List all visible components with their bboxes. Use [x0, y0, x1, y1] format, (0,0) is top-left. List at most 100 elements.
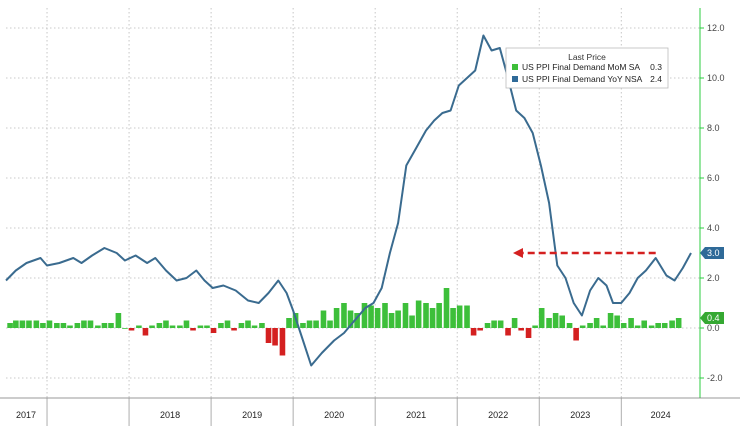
- mom-bar-67: [464, 305, 470, 328]
- mom-bar-60: [415, 300, 422, 328]
- mom-bar-49: [341, 303, 347, 328]
- x-tick-label-1: 2018: [160, 410, 180, 420]
- mom-bar-84: [579, 325, 586, 328]
- axes: [0, 8, 740, 426]
- legend-swatch-yoy: [512, 76, 518, 82]
- mom-bar-81: [559, 315, 565, 328]
- mom-bar-18: [128, 328, 135, 331]
- mom-bar-59: [409, 315, 415, 328]
- mom-bar-62: [429, 308, 436, 328]
- mom-bar-96: [661, 323, 668, 328]
- mom-bar-55: [382, 303, 388, 328]
- mom-bar-77: [532, 325, 538, 328]
- mom-bar-64: [443, 288, 450, 328]
- mom-bar-78: [538, 308, 545, 328]
- x-tick-label-3: 2020: [324, 410, 344, 420]
- mom-bar-14: [101, 323, 108, 328]
- mom-bar-57: [395, 310, 401, 328]
- y-tick-label-0: -2.0: [707, 373, 723, 383]
- mom-bar-74: [511, 318, 518, 328]
- mom-bar-44: [306, 320, 313, 328]
- mom-bar-79: [546, 318, 552, 328]
- mom-bar-58: [402, 303, 409, 328]
- mom-bar-39: [272, 328, 278, 346]
- mom-bar-29: [204, 325, 210, 328]
- mom-bar-88: [607, 313, 614, 328]
- mom-bar-47: [327, 320, 333, 328]
- mom-bar-98: [675, 318, 682, 328]
- mom-bar-51: [354, 313, 360, 328]
- x-tick-label-0: 2017: [16, 410, 36, 420]
- mom-bar-8: [60, 323, 67, 328]
- mom-bar-21: [149, 325, 155, 328]
- mom-bar-46: [320, 310, 327, 328]
- mom-bar-68: [470, 328, 477, 336]
- x-axis-labels: 2017 2018 2019 2020 2021 2022 2023 2024: [16, 410, 671, 420]
- x-tick-label-5: 2022: [488, 410, 508, 420]
- x-tick-label-2: 2019: [242, 410, 262, 420]
- legend-label-yoy: US PPI Final Demand YoY NSA: [522, 74, 643, 84]
- x-tick-label-6: 2023: [570, 410, 590, 420]
- mom-bar-33: [231, 328, 237, 331]
- mom-bar-65: [450, 308, 456, 328]
- legend-box: [505, 47, 669, 89]
- mom-bar-85: [587, 323, 593, 328]
- mom-bar-95: [655, 323, 661, 328]
- mom-bar-50: [347, 310, 354, 328]
- badge-mom: [700, 312, 724, 324]
- legend-swatch-mom: [512, 64, 518, 70]
- mom-bar-61: [423, 303, 429, 328]
- mom-bar-17: [122, 328, 128, 329]
- mom-bar-6: [46, 320, 53, 328]
- arrow-head: [512, 248, 523, 258]
- mom-bar-90: [620, 323, 627, 328]
- y-tick-label-6: 10.0: [707, 73, 725, 83]
- legend-value-mom: 0.3: [650, 62, 662, 72]
- mom-bars: [7, 288, 682, 356]
- mom-bar-86: [593, 318, 600, 328]
- mom-bar-23: [163, 320, 169, 328]
- mom-bar-5: [40, 323, 46, 328]
- last-value-badges: 3.0 0.4: [700, 247, 724, 324]
- y-tick-label-2: 2.0: [707, 273, 720, 283]
- mom-bar-28: [197, 325, 204, 328]
- legend-label-mom: US PPI Final Demand MoM SA: [522, 62, 640, 72]
- badge-label-mom: 0.4: [707, 313, 720, 323]
- mom-bar-45: [313, 320, 319, 328]
- mom-bar-94: [648, 325, 655, 328]
- mom-bar-41: [286, 318, 292, 328]
- mom-bar-34: [238, 323, 245, 328]
- legend: Last Price US PPI Final Demand MoM SA 0.…: [505, 47, 669, 89]
- mom-bar-66: [456, 305, 463, 328]
- mom-bar-89: [614, 315, 620, 328]
- x-tick-label-7: 2024: [651, 410, 671, 420]
- mom-bar-97: [669, 320, 675, 328]
- mom-bar-87: [600, 325, 607, 328]
- mom-bar-73: [505, 328, 511, 336]
- mom-bar-7: [54, 323, 60, 328]
- mom-bar-71: [491, 320, 497, 328]
- mom-bar-30: [210, 328, 217, 333]
- badge-yoy: [700, 247, 724, 259]
- mom-bar-52: [361, 303, 368, 328]
- mom-bar-25: [177, 325, 183, 328]
- mom-bar-3: [26, 320, 32, 328]
- mom-bar-35: [245, 320, 251, 328]
- legend-value-yoy: 2.4: [650, 74, 662, 84]
- arrow-annotation: [512, 248, 656, 258]
- y-tick-label-4: 6.0: [707, 173, 720, 183]
- mom-bar-22: [156, 323, 163, 328]
- mom-bar-24: [169, 325, 176, 328]
- mom-bar-70: [484, 323, 491, 328]
- mom-bar-9: [67, 325, 73, 328]
- yoy-line: [5, 34, 692, 367]
- mom-bar-37: [259, 323, 265, 328]
- y-tick-label-1: 0.0: [707, 323, 720, 333]
- y-tick-label-7: 12.0: [707, 23, 725, 33]
- mom-bar-36: [251, 325, 258, 328]
- mom-bar-69: [477, 328, 483, 331]
- mom-bar-27: [190, 328, 196, 331]
- mom-bar-54: [374, 308, 381, 328]
- mom-bar-75: [518, 328, 524, 331]
